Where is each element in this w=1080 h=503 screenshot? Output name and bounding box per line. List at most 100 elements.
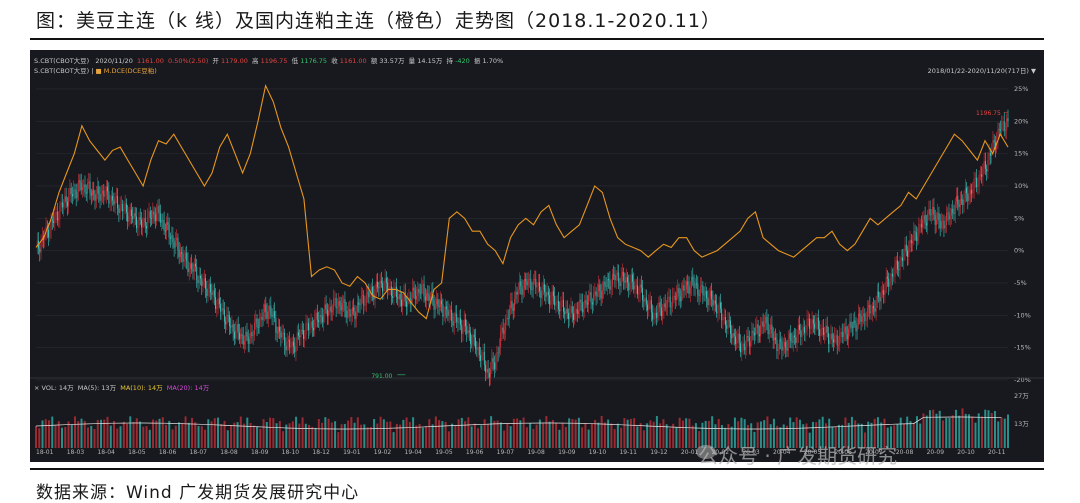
candle-body: [125, 203, 127, 213]
volume-bar: [740, 417, 743, 448]
volume-bar: [379, 416, 382, 448]
candle-body: [801, 331, 803, 337]
candle-body: [151, 218, 152, 219]
candle-body: [439, 300, 441, 308]
candle-body: [880, 293, 882, 302]
candle-body: [64, 196, 66, 204]
candle-body: [142, 222, 144, 228]
candle-body: [978, 174, 980, 186]
x-tick-label: 19-09: [558, 449, 576, 456]
volume-bar: [694, 423, 697, 448]
volume-bar: [538, 419, 541, 448]
candle-body: [860, 316, 862, 322]
candle-body: [795, 337, 797, 343]
candle-body: [437, 299, 439, 306]
candle-body: [82, 187, 83, 190]
volume-bar: [906, 416, 909, 448]
candle-body: [838, 344, 839, 346]
candle-body: [564, 311, 566, 315]
candle-body: [51, 219, 53, 222]
x-tick-label: 20-06: [834, 449, 852, 456]
candle-body: [339, 301, 341, 306]
candle-body: [688, 285, 690, 294]
candle-body: [958, 204, 960, 208]
volume-bar: [109, 425, 112, 448]
volume-bar: [80, 418, 83, 448]
candle-body: [665, 307, 667, 308]
candle-body: [655, 312, 657, 318]
y-tick-label: 0%: [1014, 247, 1024, 255]
candle-body: [344, 299, 346, 311]
volume-bar: [90, 425, 93, 448]
candle-body: [634, 285, 636, 290]
candle-body: [326, 309, 328, 317]
candle-body: [698, 294, 700, 297]
candle-body: [118, 208, 120, 214]
candle-body: [981, 174, 983, 177]
candle-body: [560, 301, 562, 312]
candle-body: [172, 235, 174, 242]
volume-bar: [44, 419, 47, 448]
candle-body: [144, 218, 146, 227]
candle-body: [308, 323, 309, 331]
overlay-name: M.DCE(DCE豆粕): [103, 67, 157, 75]
x-tick-label: 20-05: [804, 449, 822, 456]
volume-bar: [126, 423, 129, 448]
candle-body: [812, 319, 814, 324]
candle-body: [767, 322, 769, 335]
volume-bar: [161, 417, 164, 448]
candle-body: [894, 264, 896, 277]
candle-body: [56, 211, 58, 221]
candle-body: [669, 296, 671, 308]
candle-body: [946, 212, 947, 226]
candle-body: [816, 317, 818, 322]
candle-body: [61, 202, 63, 208]
candle-body: [416, 296, 417, 300]
volume-bar: [340, 424, 343, 448]
candle-body: [997, 128, 999, 141]
candle-body: [723, 317, 725, 320]
candle-body: [876, 291, 878, 301]
candle-body: [487, 368, 489, 374]
candle-body: [468, 330, 470, 333]
volume-close-icon[interactable]: ×: [34, 384, 40, 392]
candle-body: [673, 295, 675, 297]
candle-body: [833, 339, 834, 343]
volume-bar: [61, 427, 64, 448]
volume-bar: [64, 426, 67, 448]
candle-body: [691, 276, 692, 288]
candle-body: [638, 293, 640, 295]
candle-body: [370, 286, 372, 293]
candle-body: [866, 307, 868, 321]
volume-bar: [603, 422, 606, 448]
candle-body: [470, 332, 471, 344]
candle-body: [198, 275, 200, 284]
chevron-down-icon[interactable]: ▼: [1031, 67, 1036, 75]
volume-bar: [122, 421, 125, 448]
candle-body: [639, 284, 641, 294]
candle-body: [350, 314, 352, 317]
candle-body: [436, 299, 438, 305]
candle-body: [408, 297, 410, 300]
candle-body: [601, 290, 603, 299]
candle-body: [730, 320, 731, 334]
candle-body: [972, 191, 974, 194]
volume-bar: [685, 418, 688, 448]
quote-change: 0.50%(2.50): [168, 57, 209, 65]
quote-low: 1176.75: [300, 57, 328, 65]
candle-body: [262, 312, 264, 321]
candle-body: [918, 224, 920, 237]
date-range[interactable]: 2018/01/22-2020/11/20(717日) ▼: [928, 65, 1036, 75]
x-tick-label: 18-08: [220, 449, 238, 456]
candle-body: [48, 229, 49, 238]
candle-body: [645, 297, 647, 305]
candle-body: [898, 269, 900, 271]
volume-bar: [473, 423, 476, 448]
volume-bar: [519, 420, 522, 448]
candle-body: [711, 290, 713, 300]
candle-body: [579, 299, 581, 311]
candle-body: [932, 206, 934, 214]
volume-bar: [395, 423, 398, 448]
volume-bar: [132, 421, 135, 448]
candle-body: [725, 317, 726, 326]
